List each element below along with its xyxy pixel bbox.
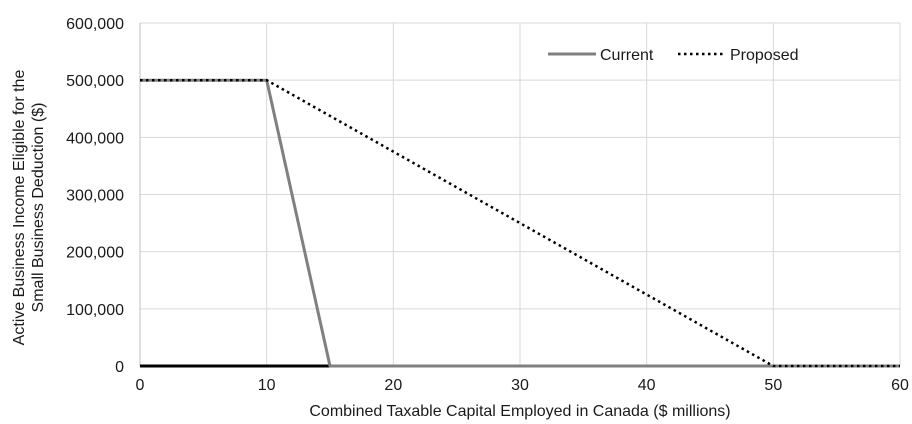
y-tick-label: 600,000 — [66, 16, 124, 33]
y-tick-label: 500,000 — [66, 73, 124, 90]
legend-label-proposed: Proposed — [730, 47, 799, 64]
x-tick-label: 40 — [638, 377, 656, 394]
x-tick-label: 30 — [511, 377, 529, 394]
y-axis-title-line-1: Active Business Income Eligible for the — [11, 70, 28, 346]
y-tick-label: 0 — [115, 359, 124, 376]
series-group — [140, 78, 900, 368]
x-tick-label: 60 — [891, 377, 909, 394]
y-tick-label: 400,000 — [66, 130, 124, 147]
y-tick-label: 100,000 — [66, 302, 124, 319]
x-tick-label: 50 — [764, 377, 782, 394]
x-tick-label: 20 — [384, 377, 402, 394]
x-tick-label: 0 — [136, 377, 145, 394]
series-line-current — [140, 78, 900, 368]
x-tick-label: 10 — [258, 377, 276, 394]
legend-label-current: Current — [600, 47, 654, 64]
y-tick-label: 300,000 — [66, 188, 124, 205]
legend: Current Proposed — [548, 47, 799, 64]
tick-labels: 0 100,000 200,000 300,000 400,000 500,000 600,… — [66, 16, 909, 394]
axis-titles: Combined Taxable Capital Employed in Can… — [11, 70, 731, 420]
y-tick-label: 200,000 — [66, 245, 124, 262]
x-axis-title: Combined Taxable Capital Employed in Can… — [309, 403, 730, 420]
y-axis-title-line-2: Small Business Deduction ($) — [30, 103, 47, 313]
grid — [140, 22, 901, 366]
